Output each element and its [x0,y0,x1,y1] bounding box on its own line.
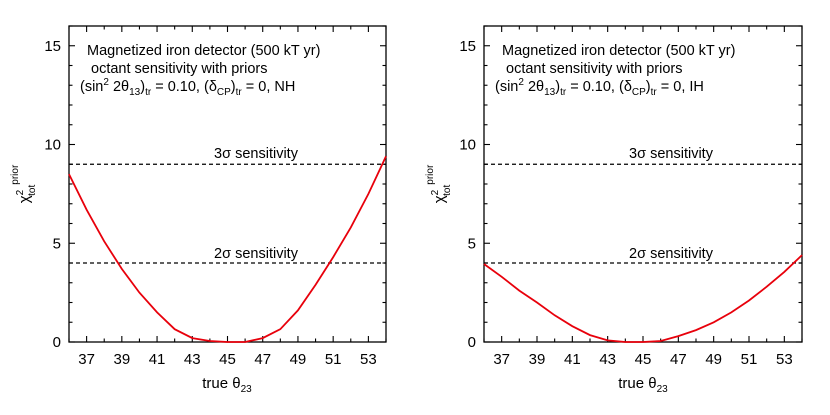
annotation-line3: (sin2 2θ13)tr = 0.10, (δCP)tr = 0, NH [80,77,295,98]
label-3sigma: 3σ sensitivity [629,146,714,162]
x-tick-label: 47 [254,351,271,368]
label-3sigma: 3σ sensitivity [214,146,299,162]
label-2sigma: 2σ sensitivity [629,246,714,262]
y-axis-label: χ2totprior [10,164,38,203]
x-tick-label: 39 [529,351,546,368]
annotation-line1: Magnetized iron detector (500 kT yr) [502,43,735,59]
y-tick-label: 15 [44,38,61,55]
x-tick-label: 45 [219,351,236,368]
plot-frame [68,25,387,343]
x-tick-label: 51 [325,351,342,368]
chi2-curve-ih [483,254,803,343]
tick-labels: 37 39 41 43 45 47 49 51 53 0 5 10 15 [459,38,792,368]
axis-ticks [68,25,387,343]
x-tick-label: 43 [599,351,616,368]
y-tick-label: 0 [468,334,476,351]
x-tick-label: 45 [635,351,652,368]
x-tick-label: 41 [149,351,166,368]
chi2-curve-nh [68,155,387,343]
annotation-line2: octant sensitivity with priors [91,61,267,77]
x-tick-label: 53 [776,351,793,368]
x-axis-label: true θ23 [618,375,668,395]
y-tick-label: 10 [459,137,476,154]
x-tick-label: 37 [78,351,95,368]
y-tick-label: 10 [44,137,61,154]
x-tick-label: 47 [670,351,687,368]
y-axis-label: χ2totprior [425,164,453,203]
annotation-line1: Magnetized iron detector (500 kT yr) [87,43,320,59]
y-tick-label: 0 [53,334,61,351]
x-axis-label: true θ23 [202,375,252,395]
annotation-line2: octant sensitivity with priors [506,61,682,77]
y-tick-label: 15 [459,38,476,55]
annotation-line3: (sin2 2θ13)tr = 0.10, (δCP)tr = 0, IH [495,77,704,98]
x-tick-label: 43 [184,351,201,368]
tick-labels: 37 39 41 43 45 47 49 51 53 0 5 10 15 [44,38,376,368]
y-tick-label: 5 [468,235,476,252]
x-tick-label: 49 [290,351,307,368]
x-tick-label: 39 [113,351,130,368]
x-tick-label: 37 [493,351,510,368]
x-tick-label: 49 [705,351,722,368]
x-tick-label: 41 [564,351,581,368]
plot-frame [483,25,803,343]
x-tick-label: 51 [741,351,758,368]
label-2sigma: 2σ sensitivity [214,246,299,262]
y-tick-label: 5 [53,235,61,252]
x-tick-label: 53 [360,351,377,368]
